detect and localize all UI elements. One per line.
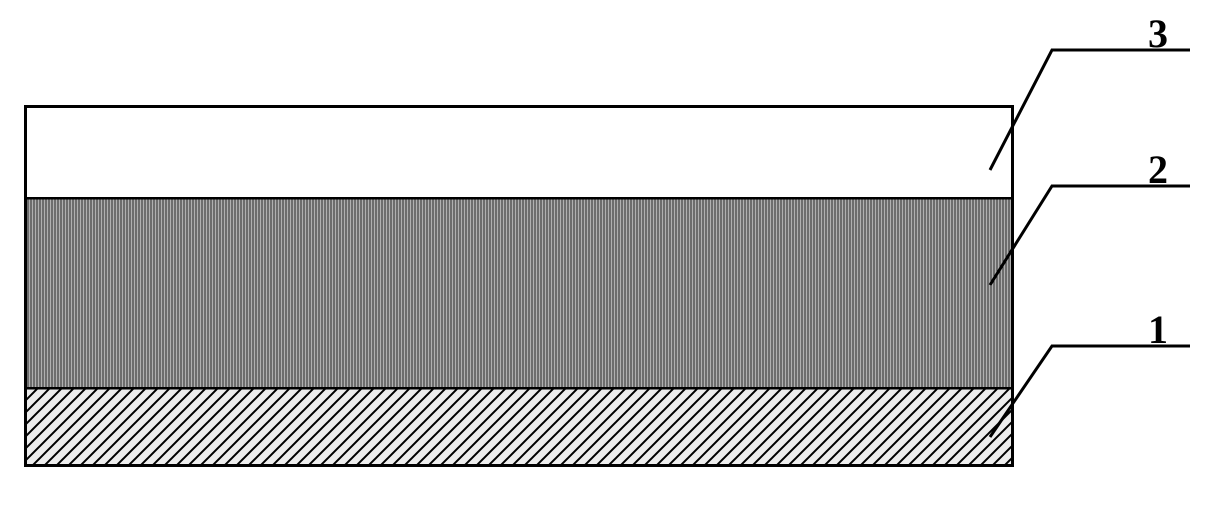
label-2: 2 [1148,146,1168,193]
layer-2-fill [27,197,1011,387]
layer-2 [24,197,1014,387]
layer-1 [24,387,1014,467]
diagram-canvas: 3 2 1 [0,0,1208,507]
label-1: 1 [1148,306,1168,353]
label-3: 3 [1148,10,1168,57]
layer-1-fill [27,387,1011,464]
layer-3 [24,105,1014,197]
